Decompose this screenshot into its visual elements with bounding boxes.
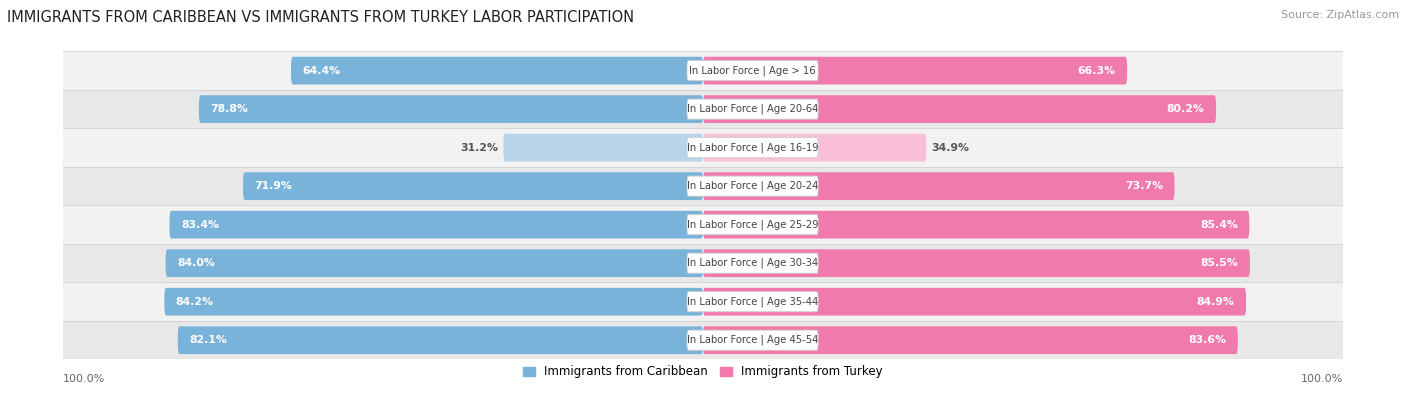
Text: 31.2%: 31.2% — [460, 143, 498, 152]
Text: 84.9%: 84.9% — [1197, 297, 1234, 307]
FancyBboxPatch shape — [688, 330, 818, 350]
Bar — [63, 321, 1343, 359]
FancyBboxPatch shape — [503, 134, 703, 162]
Text: In Labor Force | Age 20-24: In Labor Force | Age 20-24 — [688, 181, 818, 192]
FancyBboxPatch shape — [166, 249, 703, 277]
FancyBboxPatch shape — [243, 172, 703, 200]
Text: 73.7%: 73.7% — [1125, 181, 1163, 191]
FancyBboxPatch shape — [291, 57, 703, 85]
FancyBboxPatch shape — [198, 95, 703, 123]
FancyBboxPatch shape — [703, 95, 1216, 123]
FancyBboxPatch shape — [165, 288, 703, 316]
Text: 66.3%: 66.3% — [1077, 66, 1115, 75]
Bar — [63, 51, 1343, 90]
Text: 34.9%: 34.9% — [931, 143, 969, 152]
Bar — [63, 167, 1343, 205]
Text: 100.0%: 100.0% — [63, 374, 105, 384]
FancyBboxPatch shape — [688, 60, 818, 81]
Bar — [63, 205, 1343, 244]
FancyBboxPatch shape — [170, 211, 703, 239]
FancyBboxPatch shape — [177, 326, 703, 354]
Text: 84.2%: 84.2% — [176, 297, 214, 307]
Text: In Labor Force | Age 30-34: In Labor Force | Age 30-34 — [688, 258, 818, 269]
FancyBboxPatch shape — [688, 253, 818, 273]
Text: 100.0%: 100.0% — [1301, 374, 1343, 384]
Text: In Labor Force | Age 16-19: In Labor Force | Age 16-19 — [686, 142, 818, 153]
FancyBboxPatch shape — [688, 137, 818, 158]
Bar — [63, 282, 1343, 321]
Text: 83.6%: 83.6% — [1188, 335, 1226, 345]
FancyBboxPatch shape — [703, 288, 1246, 316]
Text: 80.2%: 80.2% — [1167, 104, 1205, 114]
Text: 85.5%: 85.5% — [1201, 258, 1239, 268]
FancyBboxPatch shape — [703, 134, 927, 162]
Text: 85.4%: 85.4% — [1199, 220, 1237, 229]
Text: In Labor Force | Age 20-64: In Labor Force | Age 20-64 — [688, 104, 818, 115]
FancyBboxPatch shape — [703, 249, 1250, 277]
Bar — [63, 244, 1343, 282]
Text: Source: ZipAtlas.com: Source: ZipAtlas.com — [1281, 10, 1399, 20]
Text: 82.1%: 82.1% — [190, 335, 228, 345]
FancyBboxPatch shape — [688, 176, 818, 196]
FancyBboxPatch shape — [688, 99, 818, 119]
Text: In Labor Force | Age > 16: In Labor Force | Age > 16 — [689, 65, 815, 76]
Text: 64.4%: 64.4% — [302, 66, 340, 75]
FancyBboxPatch shape — [703, 211, 1250, 239]
Text: 84.0%: 84.0% — [177, 258, 215, 268]
FancyBboxPatch shape — [688, 214, 818, 235]
Text: 78.8%: 78.8% — [211, 104, 249, 114]
Text: In Labor Force | Age 45-54: In Labor Force | Age 45-54 — [688, 335, 818, 346]
Text: 71.9%: 71.9% — [254, 181, 292, 191]
FancyBboxPatch shape — [703, 326, 1237, 354]
FancyBboxPatch shape — [703, 57, 1128, 85]
FancyBboxPatch shape — [688, 292, 818, 312]
Text: IMMIGRANTS FROM CARIBBEAN VS IMMIGRANTS FROM TURKEY LABOR PARTICIPATION: IMMIGRANTS FROM CARIBBEAN VS IMMIGRANTS … — [7, 10, 634, 25]
Bar — [63, 128, 1343, 167]
Legend: Immigrants from Caribbean, Immigrants from Turkey: Immigrants from Caribbean, Immigrants fr… — [519, 361, 887, 383]
Text: 83.4%: 83.4% — [181, 220, 219, 229]
FancyBboxPatch shape — [703, 172, 1174, 200]
Text: In Labor Force | Age 35-44: In Labor Force | Age 35-44 — [688, 296, 818, 307]
Bar — [63, 90, 1343, 128]
Text: In Labor Force | Age 25-29: In Labor Force | Age 25-29 — [686, 219, 818, 230]
